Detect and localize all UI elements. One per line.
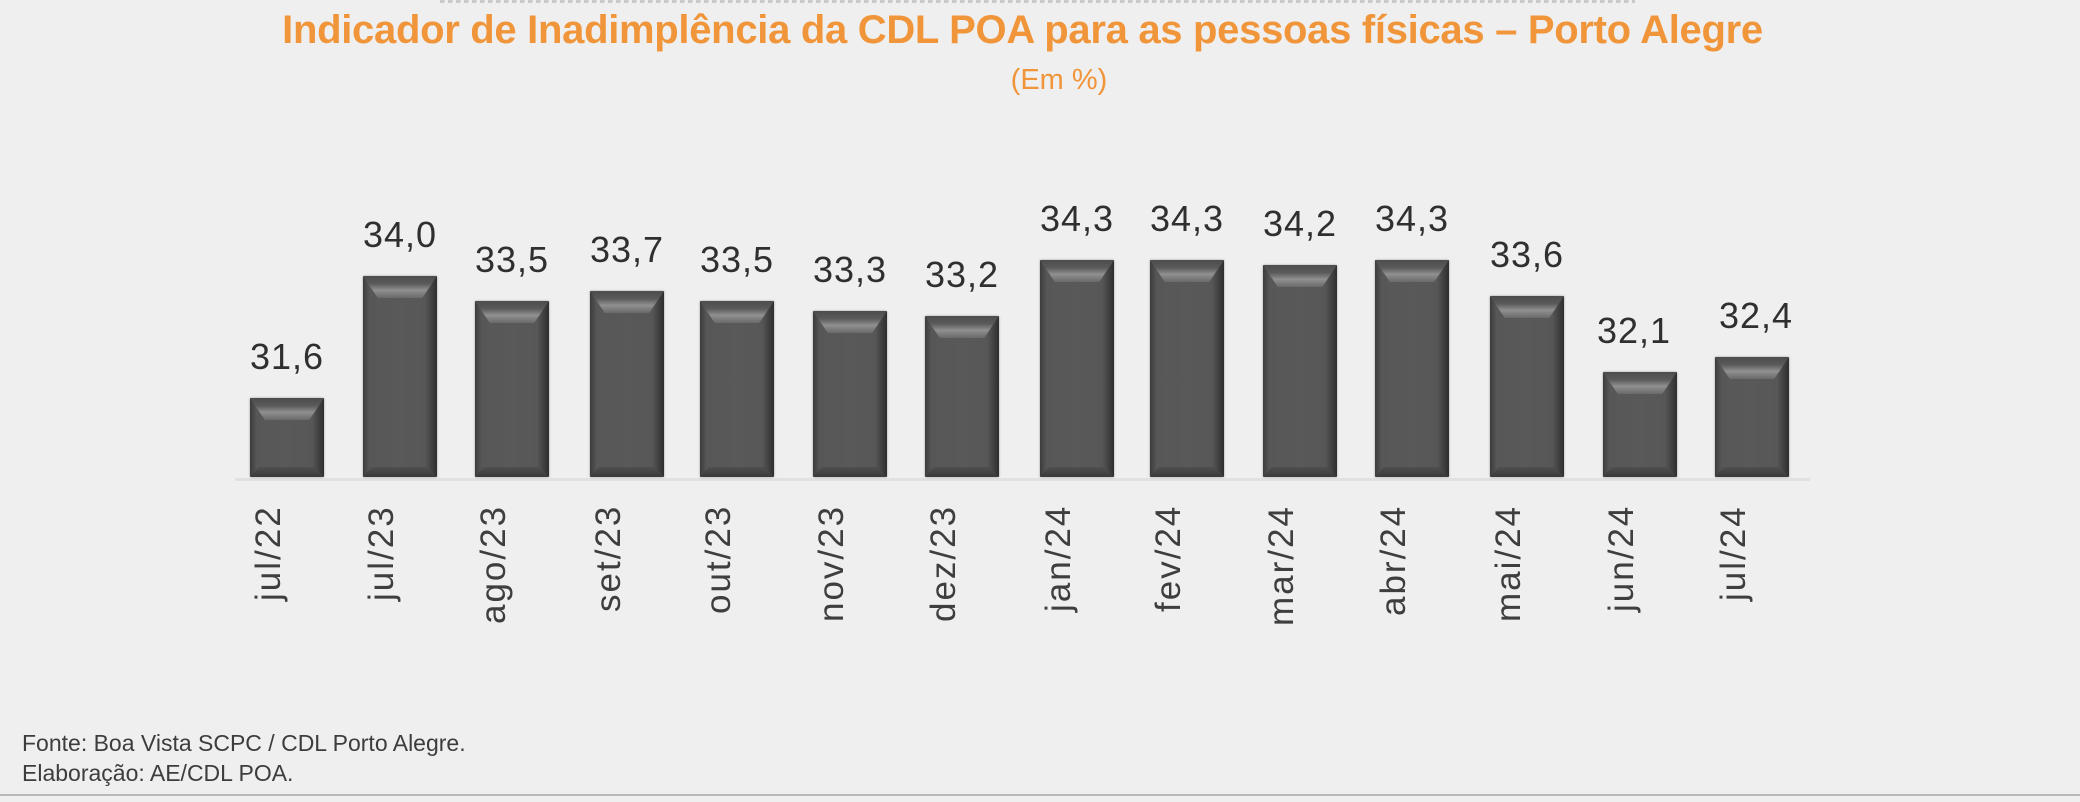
x-axis-category-label: out/23 [699, 505, 739, 685]
x-axis-label-text: jan/24 [1039, 504, 1078, 612]
bar-value-label: 33,5 [699, 239, 775, 280]
bar [1150, 260, 1224, 477]
bar-value-label: 34,3 [1374, 198, 1450, 239]
bar [925, 316, 999, 477]
bar [1375, 260, 1449, 477]
x-axis-category-label: set/23 [589, 505, 629, 685]
bar-value-label: 33,6 [1489, 234, 1565, 275]
elaboration-note: Elaboração: AE/CDL POA. [22, 760, 294, 786]
x-axis-label-text: mai/24 [1489, 504, 1528, 622]
x-axis-label-text: mar/24 [1262, 505, 1301, 626]
bar-value-label: 32,4 [1718, 295, 1794, 336]
x-axis-label-text: out/23 [699, 504, 738, 614]
chart-title: Indicador de Inadimplência da CDL POA pa… [282, 8, 1763, 52]
bar-value-label: 33,5 [474, 239, 550, 280]
x-axis-category-label: jun/24 [1602, 505, 1642, 685]
x-axis-category-label: nov/23 [812, 505, 852, 685]
bar [250, 398, 324, 477]
x-axis-label-text: abr/24 [1374, 504, 1413, 616]
x-axis-category-label: jul/22 [249, 505, 289, 685]
x-axis-category-label: mar/24 [1262, 505, 1302, 685]
bar [1040, 260, 1114, 477]
bar [1263, 265, 1337, 477]
bar [363, 276, 437, 477]
bar [1490, 296, 1564, 477]
chart-subtitle: (Em %) [1010, 64, 1108, 96]
x-axis-label-text: dez/23 [924, 504, 963, 622]
x-axis-category-label: jan/24 [1039, 505, 1079, 685]
bar-value-label: 33,3 [812, 249, 888, 290]
x-axis-label-text: fev/24 [1149, 504, 1188, 612]
bar [1603, 372, 1677, 477]
bar-value-label: 34,3 [1039, 198, 1115, 239]
x-axis-label-text: jul/24 [1714, 505, 1753, 601]
x-axis-label-text: jun/24 [1602, 504, 1641, 612]
x-axis-label-text: nov/23 [812, 504, 851, 622]
bar-value-label: 34,2 [1262, 203, 1338, 244]
top-dotted-divider [440, 0, 1635, 3]
x-axis-category-label: mai/24 [1489, 505, 1529, 685]
bar-value-label: 32,1 [1596, 310, 1672, 351]
bar [1715, 357, 1789, 477]
bar-value-label: 34,0 [362, 214, 438, 255]
x-axis-category-label: fev/24 [1149, 505, 1189, 685]
x-axis-label-text: ago/23 [474, 504, 513, 624]
bar [813, 311, 887, 477]
x-axis-label-text: set/23 [589, 504, 628, 612]
bar [700, 301, 774, 477]
x-axis-label-text: jul/23 [362, 505, 401, 601]
x-axis-category-label: ago/23 [474, 505, 514, 685]
x-axis-category-label: abr/24 [1374, 505, 1414, 685]
x-axis-category-label: jul/24 [1714, 505, 1754, 685]
x-axis-label-text: jul/22 [249, 505, 288, 601]
x-axis-baseline [235, 478, 1810, 481]
x-axis-category-label: jul/23 [362, 505, 402, 685]
source-note: Fonte: Boa Vista SCPC / CDL Porto Alegre… [22, 730, 466, 756]
bottom-divider [0, 794, 2080, 796]
bar-value-label: 34,3 [1149, 198, 1225, 239]
x-axis-category-label: dez/23 [924, 505, 964, 685]
bar [475, 301, 549, 477]
bar-value-label: 33,7 [589, 229, 665, 270]
bar [590, 291, 664, 477]
bar-value-label: 31,6 [249, 336, 325, 377]
bar-value-label: 33,2 [924, 254, 1000, 295]
